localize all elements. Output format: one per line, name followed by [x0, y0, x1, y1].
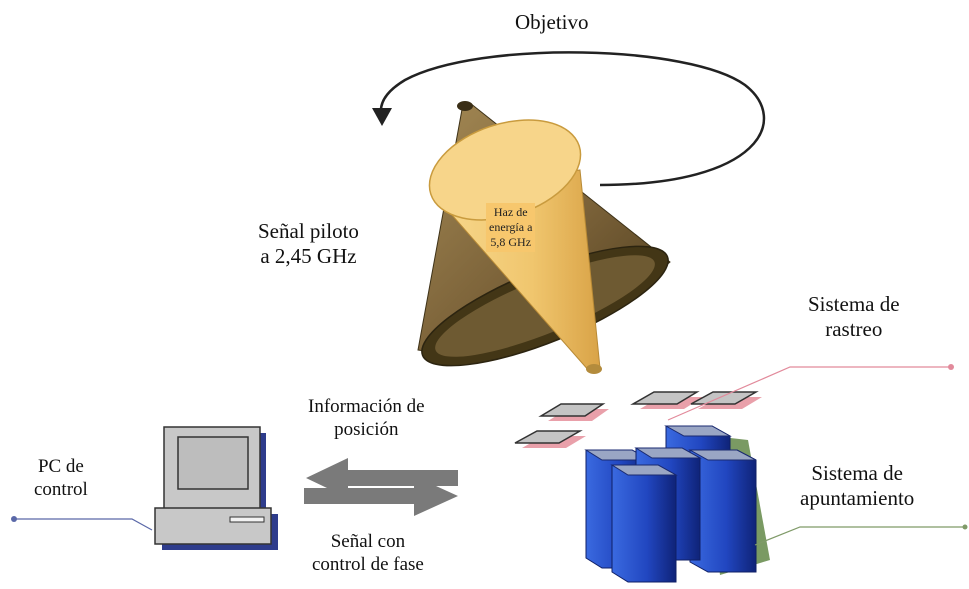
- control-pc: [154, 426, 278, 550]
- label-control-fase-line1: Señal con: [330, 531, 406, 552]
- tracking-system-panels: [514, 391, 762, 448]
- tracking-leader-line: [667, 366, 951, 421]
- pointing-leader-dot: [962, 524, 968, 530]
- beam-source-tip: [586, 364, 602, 374]
- label-rastreo-line1: Sistema de: [808, 292, 900, 316]
- rotation-arrowhead: [372, 108, 392, 126]
- label-senal-piloto-line2: a 2,45 GHz: [260, 244, 357, 269]
- energy-beam-cone: [428, 119, 602, 374]
- label-control-fase-line2: control de fase: [312, 553, 424, 575]
- label-senal-control-fase: Señal con control de fase: [312, 531, 424, 577]
- label-sistema-apuntamiento: Sistema de apuntamiento: [800, 461, 914, 511]
- label-haz-line3: 5,8 GHz: [490, 235, 532, 249]
- label-apuntamiento-line2: apuntamiento: [800, 486, 915, 511]
- label-pc-line2: control: [34, 478, 88, 500]
- label-informacion-line1: Información de: [308, 396, 425, 417]
- label-pc-line1: PC de: [37, 456, 84, 477]
- tracking-leader-dot: [948, 364, 954, 370]
- label-rastreo-line2: rastreo: [825, 317, 883, 342]
- label-sistema-rastreo: Sistema de rastreo: [808, 292, 900, 342]
- pointing-leader-line: [754, 526, 966, 546]
- label-haz-energia: Haz de energía a 5,8 GHz: [486, 203, 536, 252]
- label-senal-piloto-line1: Señal piloto: [258, 219, 359, 243]
- label-informacion-line2: posición: [334, 418, 399, 440]
- label-objetivo: Objetivo: [515, 10, 589, 34]
- pc-leader-dot: [11, 516, 17, 522]
- label-haz-line1: Haz de: [493, 205, 528, 219]
- label-pc-control: PC de control: [34, 456, 88, 502]
- label-informacion-posicion: Información de posición: [308, 396, 425, 442]
- pointing-system-columns: [584, 425, 770, 583]
- label-senal-piloto: Señal piloto a 2,45 GHz: [258, 219, 359, 269]
- phase-control-arrow: [304, 476, 458, 516]
- pilot-source-tip: [457, 101, 473, 111]
- rotation-arc: [379, 51, 766, 187]
- pc-leader-line: [14, 518, 153, 531]
- label-apuntamiento-line1: Sistema de: [811, 461, 903, 485]
- label-haz-line2: energía a: [489, 220, 533, 234]
